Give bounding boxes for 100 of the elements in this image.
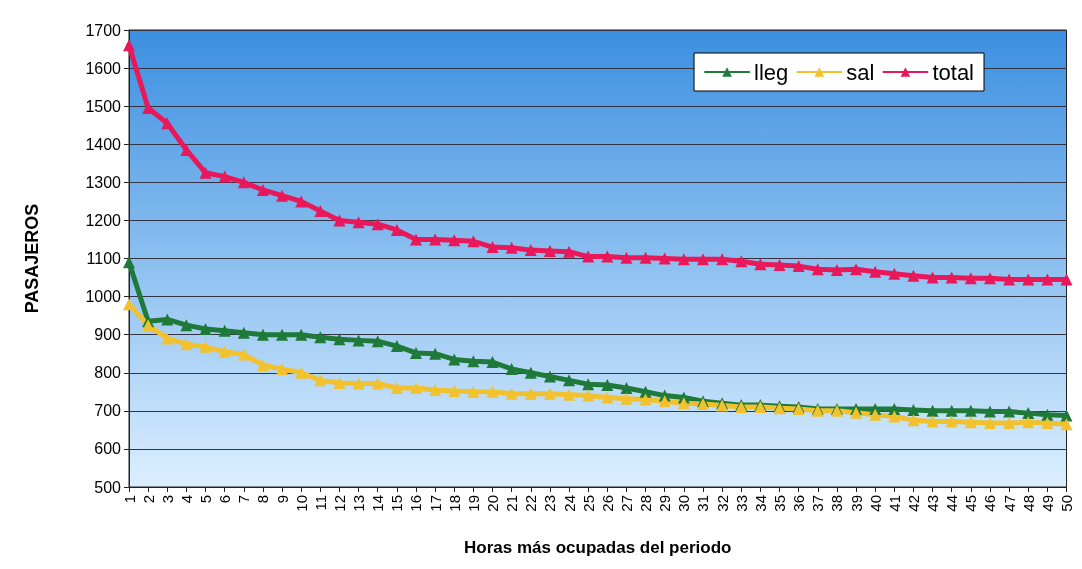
x-tick-label: 42	[904, 495, 922, 512]
point	[964, 404, 977, 417]
point	[677, 397, 690, 410]
point	[543, 370, 556, 383]
x-tick-label: 50	[1058, 495, 1075, 512]
point	[601, 378, 614, 391]
point	[888, 267, 901, 280]
y-tick-label: 800	[94, 364, 122, 382]
point	[677, 253, 690, 266]
x-tick-label: 9	[273, 495, 291, 504]
point	[983, 405, 996, 418]
point	[390, 223, 403, 236]
y-tick-label: 500	[94, 478, 122, 496]
point	[180, 319, 193, 332]
x-tick-label: 32	[713, 495, 731, 512]
x-tick-label: 25	[579, 495, 597, 512]
x-tick-label: 12	[330, 495, 348, 512]
x-tick-label: 3	[158, 495, 176, 504]
x-tick-label: 14	[369, 495, 387, 512]
point	[696, 253, 709, 266]
point	[467, 385, 480, 398]
point	[907, 269, 920, 282]
point	[123, 39, 135, 52]
x-tick-label: 29	[656, 495, 674, 512]
legend-label: lleg	[754, 59, 789, 85]
x-tick-label: 27	[617, 495, 635, 512]
point	[295, 328, 308, 341]
x-tick-label: 47	[1000, 495, 1018, 512]
point	[276, 328, 289, 341]
point	[1041, 273, 1054, 286]
point	[505, 241, 518, 254]
x-tick-label: 11	[311, 495, 329, 511]
x-tick-label: 43	[924, 495, 942, 512]
point	[371, 377, 384, 390]
legend-label: sal	[846, 59, 875, 85]
point	[926, 404, 939, 417]
point	[237, 176, 250, 189]
point	[601, 391, 614, 404]
point	[926, 415, 939, 428]
x-tick-label: 17	[426, 495, 444, 512]
x-tick-label: 28	[637, 495, 655, 512]
point	[409, 233, 422, 246]
point	[907, 404, 920, 417]
point	[486, 356, 499, 369]
point	[1003, 273, 1016, 286]
point	[199, 166, 212, 179]
point	[448, 385, 461, 398]
y-tick-label: 1100	[86, 250, 122, 267]
point	[582, 250, 595, 263]
y-axis-title: PASAJEROS	[22, 203, 42, 314]
point	[964, 416, 977, 429]
point	[601, 250, 614, 263]
y-tick-label: 1200	[85, 211, 122, 229]
point	[524, 387, 537, 400]
point	[658, 252, 671, 265]
point	[1022, 273, 1035, 286]
point	[218, 345, 231, 358]
legend-label: total	[932, 59, 975, 85]
point	[945, 271, 958, 284]
point	[620, 251, 633, 264]
point	[276, 362, 289, 375]
x-tick-label: 39	[847, 495, 865, 512]
point	[199, 322, 212, 335]
x-tick-label: 20	[484, 495, 502, 512]
point	[563, 245, 576, 258]
point	[161, 332, 174, 345]
point	[1060, 409, 1073, 422]
x-tick-label: 35	[771, 495, 789, 512]
x-tick-label: 18	[445, 495, 463, 512]
x-tick-label: 8	[254, 495, 272, 504]
y-tick-label: 700	[94, 402, 122, 420]
x-tick-label: 4	[177, 495, 195, 504]
x-tick-label: 23	[541, 495, 559, 512]
point	[352, 334, 365, 347]
point	[295, 366, 308, 379]
x-tick-label: 44	[943, 495, 961, 512]
x-tick-label: 46	[981, 495, 999, 512]
point	[1060, 273, 1073, 286]
point	[773, 258, 786, 271]
point	[256, 183, 269, 196]
point	[639, 251, 652, 264]
point	[850, 263, 863, 276]
point	[754, 258, 767, 271]
point	[314, 331, 327, 344]
point	[467, 235, 480, 248]
point	[620, 381, 633, 394]
x-tick-label: 13	[350, 495, 368, 512]
x-tick-label: 41	[885, 495, 903, 512]
x-tick-label: 49	[1038, 495, 1056, 512]
y-tick-label: 1000	[85, 288, 122, 306]
point	[524, 366, 537, 379]
point	[371, 335, 384, 348]
point	[314, 374, 327, 387]
point	[467, 355, 480, 368]
point	[352, 216, 365, 229]
x-tick-label: 7	[235, 495, 253, 504]
point	[352, 377, 365, 390]
x-axis-title: Horas más ocupadas del periodo	[464, 538, 732, 557]
point	[448, 234, 461, 247]
y-tick-label: 1300	[85, 173, 122, 191]
